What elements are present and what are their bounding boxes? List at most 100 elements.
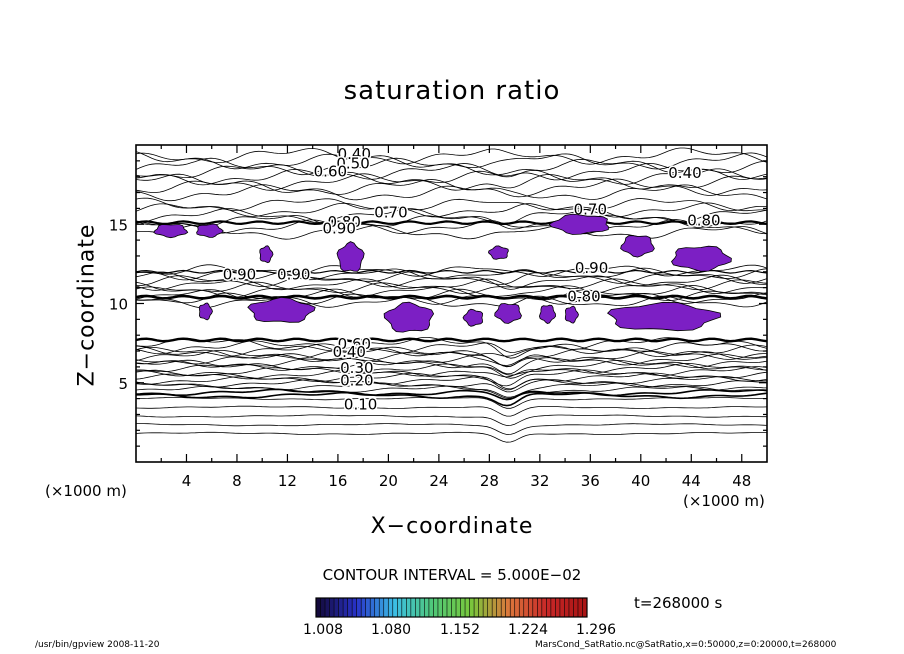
colorbar-cell: [537, 598, 542, 617]
colorbar-cell: [419, 598, 425, 617]
colorbar-cell: [546, 598, 551, 617]
colorbar-cell: [550, 598, 556, 617]
contour-label: 0.30: [340, 359, 373, 377]
colorbar-cell: [555, 598, 560, 617]
contour-label: 0.90: [575, 259, 608, 277]
shaded-region: [564, 305, 579, 324]
colorbar-cell: [577, 598, 583, 617]
contour-line: [136, 274, 768, 290]
contour-line: [135, 353, 768, 368]
shaded-region: [494, 303, 522, 324]
x-tick-label: 48: [732, 472, 751, 490]
colorbar-cell: [541, 598, 547, 617]
contour-line-bold: [135, 269, 768, 274]
contour-lines: 0.400.500.60 0.400.700.800.900.700.800.90…: [135, 143, 768, 443]
contour-label: 0.90: [277, 265, 310, 283]
colorbar-cell: [392, 598, 398, 617]
colorbar-cell: [370, 598, 375, 617]
x-tick-label: 28: [480, 472, 499, 490]
colorbar-cell: [451, 598, 457, 617]
colorbar-cell: [469, 598, 475, 617]
colorbar-cell: [505, 598, 511, 617]
contour-label: 0.10: [344, 395, 377, 413]
colorbar-cell: [316, 598, 321, 617]
colorbar-cell: [365, 598, 371, 617]
colorbar-cell: [343, 598, 348, 617]
colorbar-cell: [483, 598, 488, 617]
contour-label: 0.50: [336, 154, 369, 172]
x-axis-unit: (×1000 m): [683, 492, 765, 510]
x-tick-label: 12: [278, 472, 297, 490]
colorbar-cell: [446, 598, 452, 617]
contour-line: [135, 295, 768, 309]
x-tick-label: 16: [328, 472, 347, 490]
plot-frame: [135, 144, 768, 463]
colorbar-cell: [460, 598, 466, 617]
shaded-region: [538, 304, 557, 324]
contour-line: [136, 382, 768, 398]
colorbar-cell: [442, 598, 447, 617]
contour-label: 0.70: [574, 200, 607, 218]
contour-line: [135, 343, 768, 358]
contour-line: [135, 359, 767, 379]
contour-label: 0.60: [338, 335, 371, 353]
contour-line-bold: [135, 294, 768, 300]
contour-line: [135, 388, 768, 401]
contour-line: [135, 271, 768, 285]
footer-right: MarsCond_SatRatio.nc@SatRatio,x=0:50000,…: [535, 640, 837, 650]
contour-label: 0.60: [314, 162, 347, 180]
y-tick-label: 10: [109, 296, 128, 314]
colorbar-cell: [388, 598, 393, 617]
colorbar-cell: [320, 598, 326, 617]
colorbar-cell: [406, 598, 411, 617]
colorbar-cell: [361, 598, 366, 617]
contour-line: [135, 379, 768, 393]
contour-label: 0.70: [374, 204, 407, 222]
contour-line: [135, 414, 767, 426]
contour-line: [135, 184, 768, 202]
x-tick-label: 32: [530, 472, 549, 490]
colorbar-cell: [437, 598, 443, 617]
contour-line-bold: [135, 220, 768, 226]
colorbar-cell: [501, 598, 506, 617]
colorbar-cell: [519, 598, 524, 617]
contour-line: [135, 431, 768, 443]
contour-label: 0.90: [322, 219, 355, 237]
contour-line: [135, 337, 768, 359]
contour-label: 0.20: [340, 372, 373, 390]
contour-line: [135, 366, 768, 378]
colorbar-cell: [487, 598, 493, 617]
colorbar-tick-label: 1.008: [302, 622, 344, 638]
contour-line: [135, 173, 768, 191]
contour-line: [135, 157, 768, 176]
y-axis-label: Z−coordinate: [74, 223, 100, 387]
contour-line: [135, 202, 768, 218]
colorbar-tick-label: 1.296: [575, 622, 617, 638]
shaded-region: [153, 224, 189, 239]
contour-line: [135, 147, 768, 165]
time-label: t=268000 s: [634, 594, 723, 612]
x-tick-label: 44: [682, 472, 701, 490]
colorbar-cell: [356, 598, 362, 617]
contour-line: [135, 267, 768, 281]
colorbar-cell: [492, 598, 497, 617]
y-tick-label: 15: [109, 216, 128, 234]
contour-interval-label: CONTOUR INTERVAL = 5.000E−02: [322, 566, 582, 584]
colorbar-cell: [433, 598, 438, 617]
colorbar-cell: [410, 598, 416, 617]
contour-line: [136, 362, 768, 376]
contour-line: [135, 369, 768, 387]
contour-line: [136, 391, 768, 407]
shaded-region: [488, 245, 509, 260]
colorbar-cell: [532, 598, 538, 617]
contour-line: [135, 285, 768, 298]
shaded-regions: [153, 213, 732, 333]
shaded-region: [462, 308, 484, 327]
contour-line: [135, 168, 768, 186]
colorbar-cell: [397, 598, 402, 617]
colorbar-cell: [496, 598, 502, 617]
chart-title: saturation ratio: [343, 76, 561, 106]
colorbar-cell: [325, 598, 330, 617]
footer-left: /usr/bin/gpview 2008-11-20: [35, 640, 160, 650]
colorbar-cell: [347, 598, 353, 617]
